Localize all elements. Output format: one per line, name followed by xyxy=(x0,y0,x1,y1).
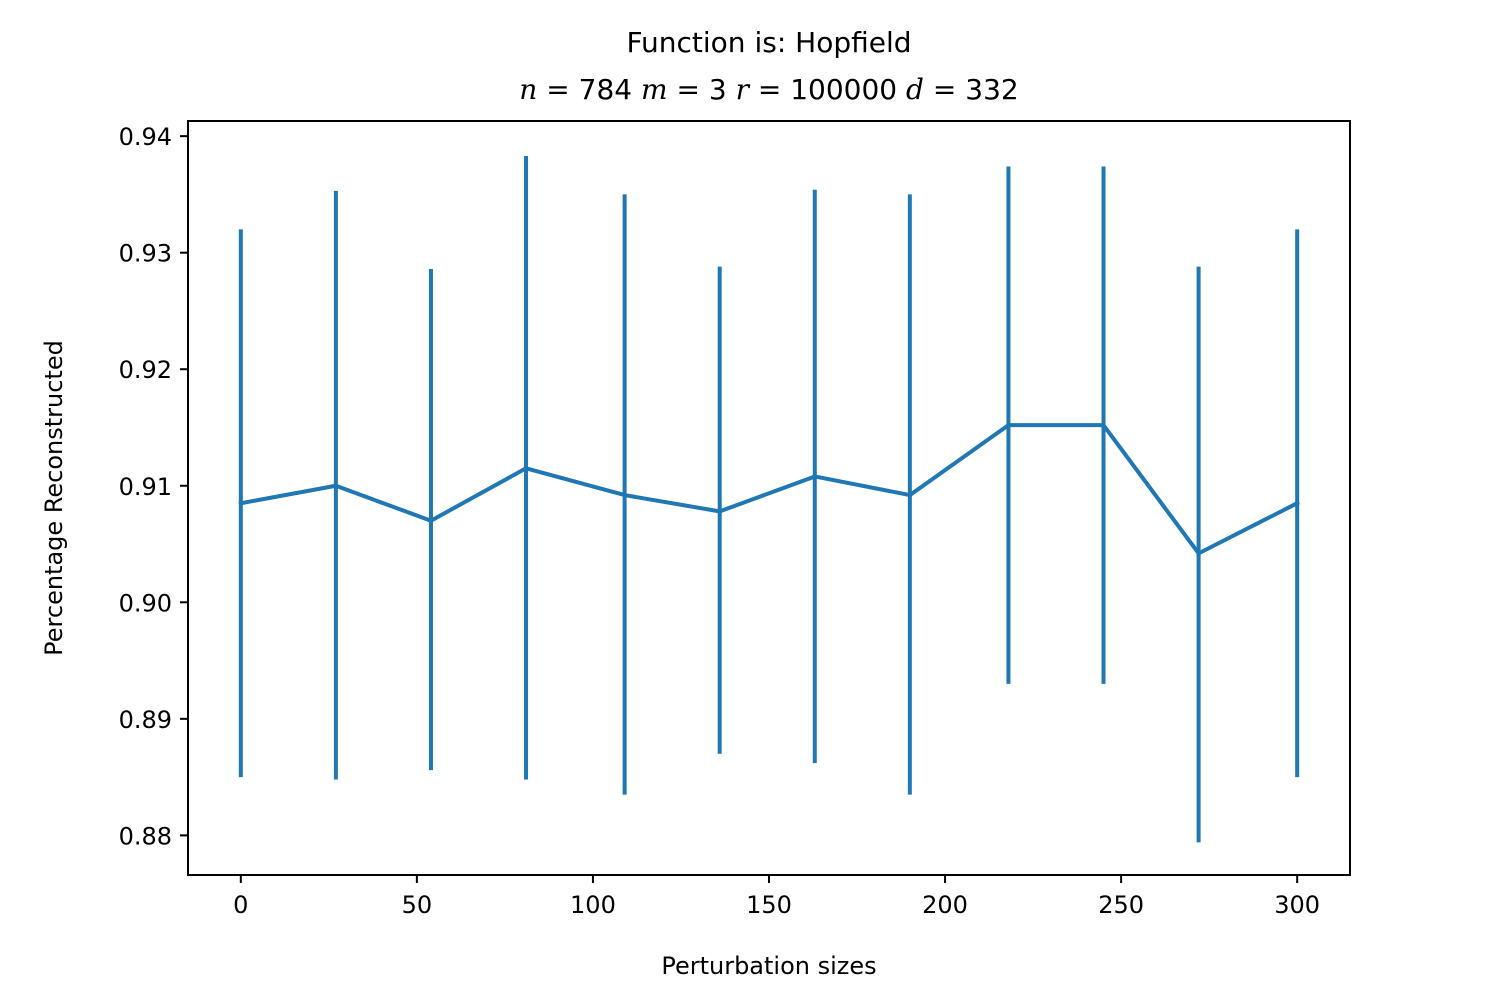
data-point xyxy=(1196,551,1201,556)
chart-subtitle: n = 784 m = 3 r = 100000 d = 332 xyxy=(519,73,1018,106)
y-tick-label: 0.94 xyxy=(119,123,172,151)
data-point xyxy=(333,483,338,488)
series-line xyxy=(238,423,1300,556)
plot-area xyxy=(238,155,1300,843)
x-tick-label: 0 xyxy=(233,891,248,919)
subtitle-m-equals: = xyxy=(676,73,699,106)
subtitle-n-equals: = xyxy=(546,73,569,106)
x-tick-label: 50 xyxy=(402,891,433,919)
subtitle-d-equals: = xyxy=(933,73,956,106)
subtitle-d-label: d xyxy=(906,73,924,106)
subtitle-m-label: m xyxy=(641,73,668,106)
x-tick-label: 100 xyxy=(570,891,616,919)
data-point xyxy=(1006,423,1011,428)
subtitle-d-value: 332 xyxy=(965,73,1018,106)
data-point xyxy=(812,474,817,479)
subtitle-n-value: 784 xyxy=(579,73,632,106)
data-point xyxy=(238,501,243,506)
y-tick-label: 0.89 xyxy=(119,706,172,734)
subtitle-r-equals: = xyxy=(758,73,781,106)
data-point xyxy=(1295,501,1300,506)
y-tick-label: 0.90 xyxy=(119,589,172,617)
subtitle-r-label: r xyxy=(736,73,751,106)
data-point xyxy=(428,518,433,523)
subtitle-r-value: 100000 xyxy=(790,73,897,106)
y-tick-label: 0.92 xyxy=(119,356,172,384)
data-point xyxy=(717,509,722,514)
x-tick-label: 250 xyxy=(1098,891,1144,919)
subtitle-n-label: n xyxy=(519,73,537,106)
chart-title: Function is: Hopfield xyxy=(626,26,911,59)
data-point xyxy=(524,466,529,471)
y-tick-label: 0.91 xyxy=(119,473,172,501)
data-point xyxy=(622,493,627,498)
axes: 0 50 100 150 200 250 300 0.88 0.89 0.90 0.91 0.92 0.… xyxy=(119,120,1351,919)
y-tick-label: 0.88 xyxy=(119,822,172,850)
x-tick-label: 200 xyxy=(922,891,968,919)
x-tick-label: 150 xyxy=(746,891,792,919)
y-tick-label: 0.93 xyxy=(119,240,172,268)
data-point xyxy=(1101,423,1106,428)
data-point xyxy=(907,493,912,498)
x-tick-label: 300 xyxy=(1274,891,1320,919)
x-axis-label: Perturbation sizes xyxy=(661,952,876,980)
y-axis-label: Percentage Reconstructed xyxy=(40,340,68,656)
subtitle-m-value: 3 xyxy=(709,73,727,106)
